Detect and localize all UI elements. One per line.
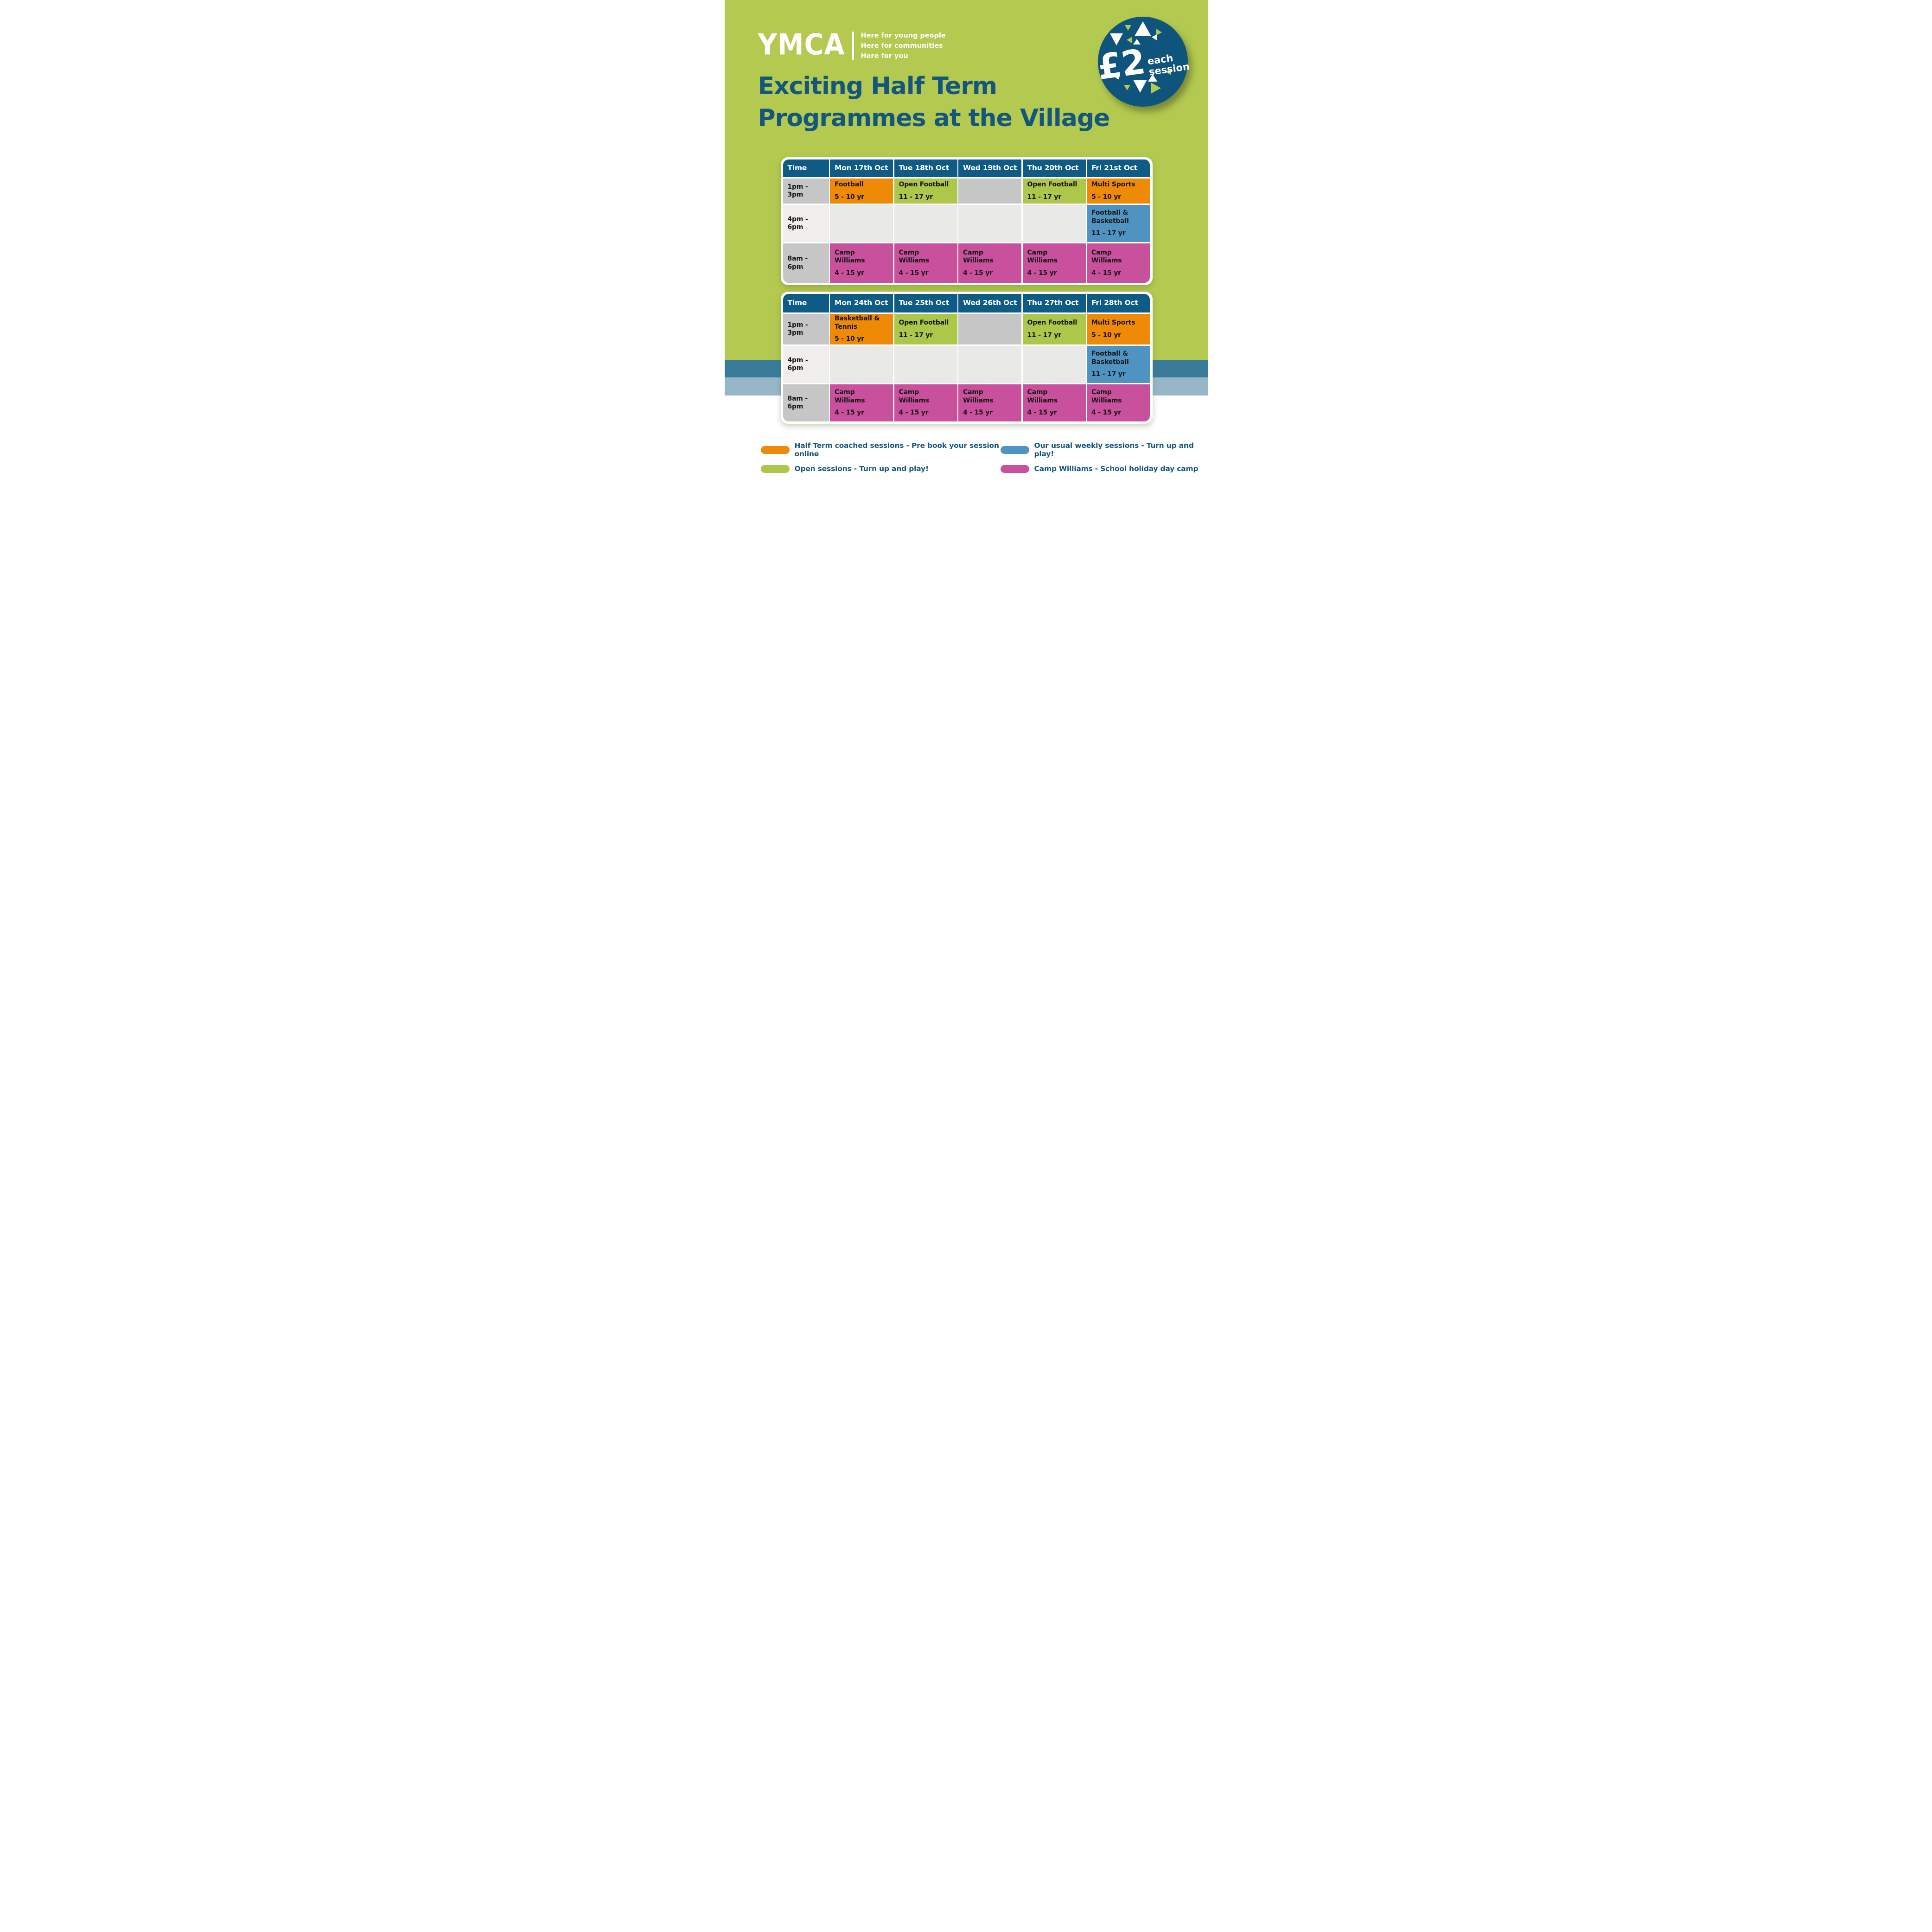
session-cell: Multi Sports 5 - 10 yr — [1087, 179, 1150, 204]
time-column-header: Time — [783, 294, 829, 312]
badge-price: £2 — [1095, 41, 1148, 88]
session-cell: Camp Williams 4 - 15 yr — [830, 384, 893, 421]
session-cell: Open Football 11 - 17 yr — [894, 314, 957, 344]
brand-divider — [852, 32, 854, 60]
session-cell: Camp Williams 4 - 15 yr — [958, 384, 1021, 421]
session-cell: Football 5 - 10 yr — [830, 179, 893, 204]
legend-label-open: Open sessions - Turn up and play! — [794, 465, 929, 473]
schedule-week1-card: Time Mon 17th Oct Tue 18th Oct Wed 19th Oct… — [780, 157, 1153, 285]
day-column-header: Wed 19th Oct — [958, 159, 1021, 177]
session-cell: Football & Basketball 11 - 17 yr — [1087, 205, 1150, 242]
session-cell: Open Football 11 - 17 yr — [1022, 314, 1086, 344]
time-cell: 1pm -3pm — [783, 314, 829, 344]
day-column-header: Mon 17th Oct — [830, 159, 893, 177]
session-cell: Camp Williams 4 - 15 yr — [894, 243, 957, 283]
legend-label-weekly: Our usual weekly sessions - Turn up and … — [1034, 441, 1194, 458]
title-line-2: Programmes at the Village — [758, 104, 1110, 133]
empty-cell — [1022, 346, 1086, 383]
price-badge: £2 each session — [1095, 17, 1190, 107]
legend-label-coached: Half Term coached sessions - Pre book yo… — [794, 441, 999, 458]
session-cell: Football & Basketball 11 - 17 yr — [1087, 346, 1150, 383]
session-cell: Multi Sports 5 - 10 yr — [1087, 314, 1150, 344]
session-cell: Camp Williams 4 - 15 yr — [1022, 243, 1086, 283]
tagline-1: Here for young people — [861, 32, 946, 39]
schedule-week1-table: Time Mon 17th Oct Tue 18th Oct Wed 19th Oct… — [783, 159, 1150, 283]
session-cell: Open Football 11 - 17 yr — [1022, 179, 1086, 204]
schedule-week2-card: Time Mon 24th Oct Tue 25th Oct Wed 26th Oct… — [780, 292, 1153, 424]
time-column-header: Time — [783, 159, 829, 177]
empty-cell — [958, 179, 1021, 204]
brand-header: YMCA Here for young people Here for comm… — [758, 28, 946, 62]
ymca-logo: YMCA — [758, 28, 845, 62]
time-cell: 4pm -6pm — [783, 346, 829, 383]
badge-label: each session — [1147, 51, 1190, 77]
legend: Half Term coached sessions - Pre book yo… — [725, 441, 1208, 473]
empty-cell — [894, 346, 957, 383]
empty-cell — [958, 314, 1021, 344]
session-cell: Camp Williams 4 - 15 yr — [1087, 384, 1150, 421]
day-column-header: Wed 26th Oct — [958, 294, 1021, 312]
time-cell: 4pm -6pm — [783, 205, 829, 242]
session-cell: Camp Williams 4 - 15 yr — [958, 243, 1021, 283]
session-cell: Open Football 11 - 17 yr — [894, 179, 957, 204]
brand-taglines: Here for young people Here for communiti… — [861, 31, 945, 61]
session-cell: Camp Williams 4 - 15 yr — [894, 384, 957, 421]
legend-item-camp: Camp Williams - School holiday day camp — [1000, 465, 1208, 473]
empty-cell — [958, 346, 1021, 383]
session-cell: Camp Williams 4 - 15 yr — [1087, 243, 1150, 283]
legend-swatch-open — [760, 465, 790, 473]
legend-item-coached: Half Term coached sessions - Pre book yo… — [760, 441, 1001, 458]
session-cell: Camp Williams 4 - 15 yr — [1022, 384, 1086, 421]
day-column-header: Thu 20th Oct — [1022, 159, 1086, 177]
day-column-header: Mon 24th Oct — [830, 294, 893, 312]
empty-cell — [894, 205, 957, 242]
day-column-header: Fri 28th Oct — [1087, 294, 1150, 312]
confetti-triangles-icon — [1109, 21, 1171, 94]
tagline-3: Here for you — [861, 52, 908, 60]
legend-swatch-weekly — [1000, 446, 1029, 454]
time-cell: 8am -6pm — [783, 243, 829, 283]
legend-label-camp: Camp Williams - School holiday day camp — [1034, 465, 1199, 473]
legend-swatch-camp — [1000, 465, 1029, 473]
time-cell: 8am -6pm — [783, 384, 829, 421]
badge-text: £2 each session — [1092, 11, 1193, 112]
empty-cell — [830, 205, 893, 242]
empty-cell — [830, 346, 893, 383]
legend-swatch-coached — [760, 446, 790, 454]
day-column-header: Thu 27th Oct — [1022, 294, 1086, 312]
tagline-2: Here for communities — [861, 42, 943, 50]
session-cell: Camp Williams 4 - 15 yr — [830, 243, 893, 283]
legend-item-weekly: Our usual weekly sessions - Turn up and … — [1000, 441, 1208, 458]
time-cell: 1pm -3pm — [783, 179, 829, 204]
day-column-header: Fri 21st Oct — [1087, 159, 1150, 177]
empty-cell — [1022, 205, 1086, 242]
poster: YMCA Here for young people Here for comm… — [724, 0, 1208, 483]
schedule-week2-table: Time Mon 24th Oct Tue 25th Oct Wed 26th Oct… — [783, 294, 1150, 421]
empty-cell — [958, 205, 1021, 242]
session-cell: Basketball & Tennis 5 - 10 yr — [830, 314, 893, 344]
page-title: Exciting Half Term Programmes at the Vil… — [758, 70, 1110, 134]
title-line-1: Exciting Half Term — [758, 72, 998, 100]
legend-item-open: Open sessions - Turn up and play! — [760, 465, 1001, 473]
day-column-header: Tue 25th Oct — [894, 294, 957, 312]
day-column-header: Tue 18th Oct — [894, 159, 957, 177]
